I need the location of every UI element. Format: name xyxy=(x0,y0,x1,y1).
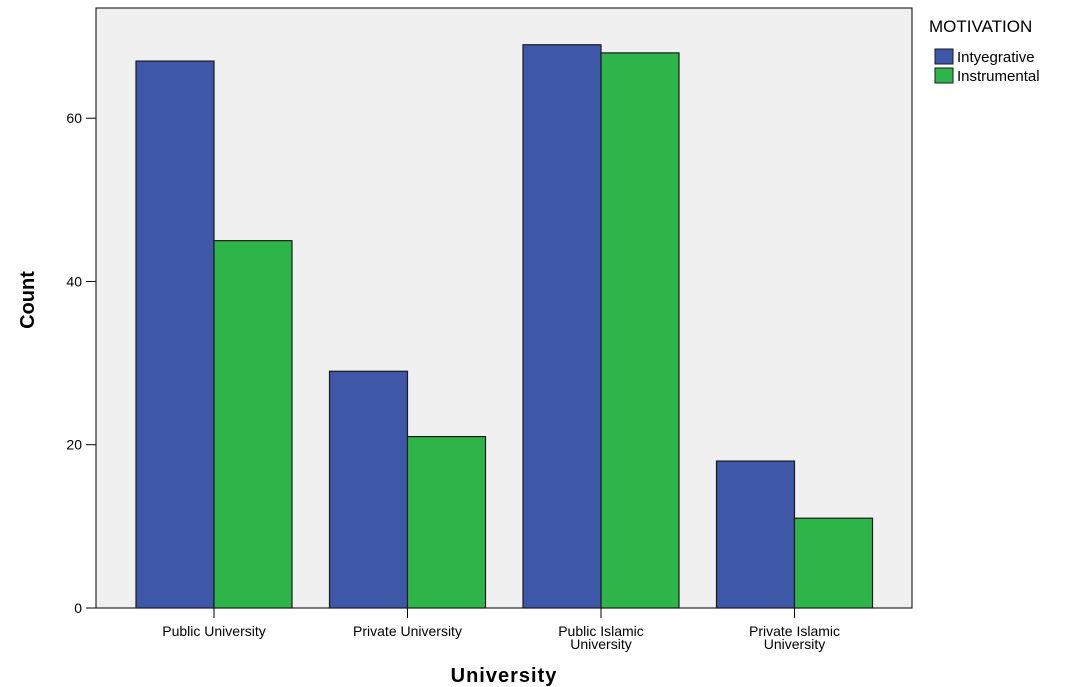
legend-label-intyegrative: Intyegrative xyxy=(957,49,1035,66)
x-axis-title: University xyxy=(451,665,558,687)
bar-intyegrative-4 xyxy=(715,460,796,609)
x-category-label-2: Private University xyxy=(353,623,462,639)
bar-intyegrative-3 xyxy=(522,44,602,609)
y-tick-label-60: 60 xyxy=(66,110,82,126)
legend-title: MOTIVATION xyxy=(929,17,1032,36)
legend-label-instrumental: Instrumental xyxy=(957,68,1040,85)
legend-swatch-intyegrative xyxy=(934,48,954,65)
y-axis-title: Count xyxy=(17,271,39,329)
bar-instrumental-4 xyxy=(793,517,874,609)
bars-group xyxy=(135,44,874,609)
legend-swatch-instrumental xyxy=(934,67,954,84)
x-category-label-1: Public University xyxy=(162,623,265,639)
x-axis: Public University Private University Publi… xyxy=(162,608,840,652)
bar-instrumental-2 xyxy=(406,435,487,609)
bar-instrumental-1 xyxy=(213,240,293,609)
y-axis: 0 20 40 60 xyxy=(66,110,96,616)
y-tick-label-0: 0 xyxy=(74,600,82,616)
x-category-label-4: Private Islamic University xyxy=(749,623,840,652)
legend: MOTIVATION Intyegrative Instrumental xyxy=(929,17,1040,85)
y-tick-label-20: 20 xyxy=(66,437,82,453)
bar-intyegrative-1 xyxy=(135,60,215,609)
x-category-label-3: Public Islamic University xyxy=(558,623,644,652)
bar-instrumental-3 xyxy=(600,52,680,609)
y-tick-label-40: 40 xyxy=(66,273,82,289)
bar-intyegrative-2 xyxy=(328,370,409,609)
